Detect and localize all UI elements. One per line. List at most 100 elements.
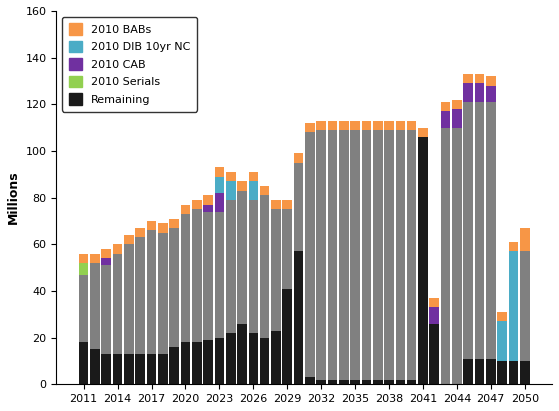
- Bar: [90, 254, 100, 263]
- Bar: [158, 354, 168, 384]
- Bar: [79, 254, 88, 263]
- Bar: [407, 120, 416, 130]
- Bar: [102, 354, 111, 384]
- Bar: [146, 230, 157, 354]
- Bar: [181, 214, 190, 342]
- Bar: [440, 102, 451, 111]
- Bar: [362, 120, 371, 130]
- Bar: [350, 380, 360, 384]
- Bar: [305, 377, 315, 384]
- Bar: [237, 323, 247, 384]
- Bar: [102, 266, 111, 354]
- Bar: [203, 340, 213, 384]
- Bar: [249, 181, 258, 200]
- Bar: [226, 200, 235, 333]
- Bar: [90, 263, 100, 349]
- Bar: [475, 74, 484, 83]
- Bar: [339, 380, 349, 384]
- Bar: [509, 242, 518, 251]
- Bar: [418, 137, 428, 384]
- Bar: [282, 289, 292, 384]
- Bar: [135, 354, 145, 384]
- Bar: [452, 99, 462, 109]
- Bar: [271, 209, 281, 331]
- Bar: [498, 321, 507, 361]
- Bar: [293, 251, 304, 384]
- Bar: [102, 249, 111, 259]
- Bar: [350, 120, 360, 130]
- Bar: [498, 361, 507, 384]
- Bar: [429, 307, 439, 323]
- Bar: [192, 342, 202, 384]
- Bar: [249, 333, 258, 384]
- Bar: [520, 251, 529, 361]
- Bar: [305, 132, 315, 377]
- Bar: [79, 263, 88, 275]
- Bar: [226, 172, 235, 181]
- Bar: [463, 83, 473, 102]
- Bar: [237, 181, 247, 191]
- Bar: [192, 200, 202, 209]
- Bar: [158, 233, 168, 354]
- Bar: [418, 128, 428, 137]
- Bar: [475, 102, 484, 359]
- Bar: [486, 85, 496, 102]
- Bar: [475, 83, 484, 102]
- Bar: [271, 331, 281, 384]
- Bar: [181, 342, 190, 384]
- Bar: [260, 195, 269, 338]
- Bar: [463, 359, 473, 384]
- Bar: [113, 244, 122, 254]
- Bar: [475, 359, 484, 384]
- Bar: [440, 128, 451, 384]
- Bar: [339, 130, 349, 380]
- Legend: 2010 BABs, 2010 DIB 10yr NC, 2010 CAB, 2010 Serials, Remaining: 2010 BABs, 2010 DIB 10yr NC, 2010 CAB, 2…: [62, 16, 197, 111]
- Bar: [158, 223, 168, 233]
- Bar: [226, 333, 235, 384]
- Bar: [293, 153, 304, 163]
- Bar: [124, 235, 134, 244]
- Bar: [79, 275, 88, 342]
- Bar: [124, 244, 134, 354]
- Bar: [215, 193, 224, 212]
- Bar: [486, 102, 496, 359]
- Bar: [237, 191, 247, 323]
- Bar: [373, 380, 382, 384]
- Bar: [396, 120, 405, 130]
- Bar: [407, 380, 416, 384]
- Bar: [260, 186, 269, 195]
- Bar: [396, 130, 405, 380]
- Bar: [192, 209, 202, 342]
- Y-axis label: Millions: Millions: [7, 171, 20, 224]
- Bar: [384, 120, 394, 130]
- Bar: [203, 195, 213, 205]
- Bar: [429, 323, 439, 384]
- Bar: [328, 380, 337, 384]
- Bar: [215, 212, 224, 338]
- Bar: [249, 200, 258, 333]
- Bar: [181, 205, 190, 214]
- Bar: [169, 347, 179, 384]
- Bar: [407, 130, 416, 380]
- Bar: [429, 298, 439, 307]
- Bar: [282, 200, 292, 209]
- Bar: [271, 200, 281, 209]
- Bar: [90, 349, 100, 384]
- Bar: [169, 228, 179, 347]
- Bar: [215, 338, 224, 384]
- Bar: [169, 219, 179, 228]
- Bar: [215, 177, 224, 193]
- Bar: [384, 130, 394, 380]
- Bar: [249, 172, 258, 181]
- Bar: [135, 237, 145, 354]
- Bar: [509, 251, 518, 361]
- Bar: [146, 354, 157, 384]
- Bar: [215, 167, 224, 177]
- Bar: [316, 130, 326, 380]
- Bar: [498, 312, 507, 321]
- Bar: [124, 354, 134, 384]
- Bar: [146, 221, 157, 230]
- Bar: [463, 74, 473, 83]
- Bar: [135, 228, 145, 237]
- Bar: [316, 120, 326, 130]
